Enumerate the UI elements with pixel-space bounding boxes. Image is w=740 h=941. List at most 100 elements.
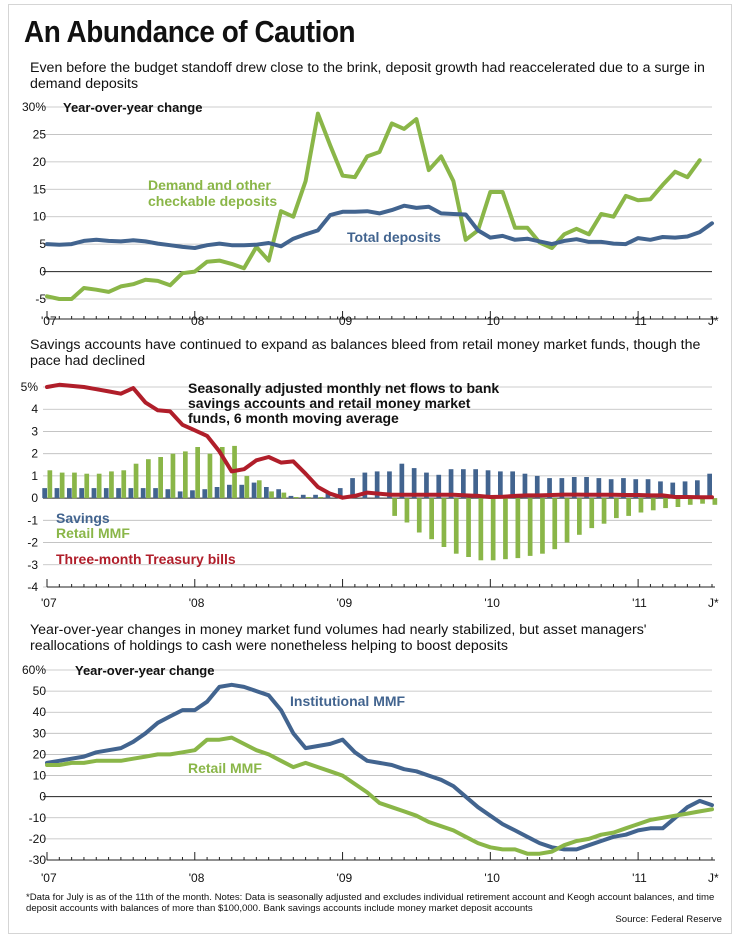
retail-mmf-bar: [490, 498, 496, 561]
footnote: *Data for July is as of the 11th of the …: [26, 892, 715, 914]
retail-mmf-bar: [453, 498, 459, 554]
chart-annotation: Seasonally adjusted monthly net flows to…: [188, 380, 499, 396]
chart-annotation: Year-over-year change: [63, 100, 202, 115]
retail-mmf-bar: [540, 498, 545, 554]
x-tick-label: '11: [632, 596, 647, 610]
x-tick-label: '11: [632, 314, 647, 328]
y-tick-label: -30: [29, 853, 47, 867]
savings-bar: [571, 477, 577, 499]
retail-mmf-bar: [404, 498, 410, 523]
retail-mmf-bar: [650, 498, 656, 511]
retail-mmf-bar: [466, 498, 471, 557]
chart3-subtitle: Year-over-year changes in money market f…: [30, 622, 647, 654]
retail-mmf-bar: [416, 498, 422, 533]
retail-mmf-bar: [712, 498, 718, 505]
treasury-bills-line: [45, 382, 714, 500]
savings-bar: [325, 492, 331, 499]
savings-bar: [300, 494, 306, 499]
savings-bar: [276, 489, 281, 499]
savings-bar: [411, 468, 417, 499]
y-tick-label: 5: [39, 237, 46, 251]
savings-bar: [645, 479, 651, 499]
retail-mmf-bar: [577, 498, 582, 535]
retail-mmf-bar: [195, 447, 200, 499]
savings-bar: [633, 479, 639, 499]
savings-bar: [190, 490, 195, 499]
savings-bar: [424, 472, 429, 499]
x-tick-label: '09: [337, 596, 353, 610]
y-tick-label: 4: [31, 402, 38, 416]
savings-bar: [461, 469, 466, 499]
savings-bar: [387, 471, 392, 499]
savings-bar: [399, 463, 405, 499]
x-tick-label: '08: [189, 314, 205, 328]
savings-bar: [79, 488, 84, 499]
savings-bar: [473, 469, 478, 499]
retail-mmf-bar: [96, 473, 102, 499]
demand-deposits-label: Demand and other: [148, 177, 271, 193]
y-tick-label: 50: [33, 684, 47, 698]
x-tick-label: '10: [484, 596, 500, 610]
savings-bar: [153, 488, 158, 499]
savings-bar: [695, 480, 700, 499]
x-tick-label: J*: [708, 871, 719, 885]
savings-bar: [621, 478, 626, 499]
savings-bar: [534, 475, 540, 499]
savings-bar: [214, 487, 220, 499]
chart-annotation: funds, 6 month moving average: [188, 410, 399, 426]
savings-bar: [350, 478, 355, 499]
retail-mmf-bar: [109, 471, 114, 499]
legend-savings: Savings: [56, 510, 110, 526]
retail-mmf-bar: [244, 475, 250, 499]
y-tick-label: 40: [33, 705, 47, 719]
savings-bar: [116, 488, 121, 499]
retail-mmf-bar: [133, 463, 139, 499]
savings-bar: [177, 491, 183, 499]
savings-bar: [337, 488, 343, 499]
total-deposits-line: [45, 203, 714, 250]
retail-mmf-bar: [478, 498, 484, 561]
retail-mmf-bar: [527, 498, 533, 556]
savings-bar: [313, 494, 318, 499]
y-tick-label: 1: [31, 469, 38, 483]
total-deposits-label: Total deposits: [347, 229, 441, 245]
demand-deposits-label: checkable deposits: [148, 193, 277, 209]
retail-mmf-bar: [306, 497, 311, 499]
main-title: An Abundance of Caution: [24, 14, 356, 49]
y-tick-label: -5: [35, 292, 46, 306]
x-tick-label: '10: [484, 314, 500, 328]
savings-bar: [658, 481, 663, 499]
savings-bar: [584, 477, 589, 499]
y-tick-label: -10: [29, 811, 47, 825]
chart2-subtitle: Savings accounts have continued to expan…: [30, 337, 701, 369]
retail-mmf-label: Retail MMF: [188, 760, 262, 776]
savings-bar: [547, 478, 552, 499]
retail-mmf-bar: [429, 498, 434, 540]
x-tick-label: '08: [189, 871, 205, 885]
savings-bar: [448, 469, 454, 499]
retail-mmf-bar: [121, 470, 127, 499]
retail-mmf-bar: [47, 470, 53, 499]
savings-bar: [128, 488, 134, 499]
x-tick-label: '10: [484, 871, 500, 885]
retail-mmf-bar: [281, 492, 287, 499]
savings-bar: [165, 489, 171, 499]
retail-mmf-bar: [318, 497, 324, 499]
institutional-mmf-label: Institutional MMF: [290, 693, 406, 709]
retail-mmf-bar: [207, 453, 213, 499]
retail-mmf-bar: [158, 457, 163, 499]
retail-mmf-bar: [552, 498, 558, 550]
savings-bar: [510, 471, 515, 499]
retail-mmf-bar: [663, 498, 668, 509]
y-tick-label: 2: [31, 447, 38, 461]
y-tick-label: 60%: [22, 663, 46, 677]
chart-annotation: savings accounts and retail money market: [188, 395, 471, 411]
retail-mmf-bar: [700, 498, 705, 504]
y-tick-label: 5%: [21, 380, 39, 394]
x-tick-label: '11: [632, 871, 647, 885]
savings-bar: [596, 478, 602, 499]
demand-deposits-line: [45, 111, 702, 301]
retail-mmf-bar: [503, 498, 508, 560]
retail-mmf-bar: [84, 473, 90, 499]
savings-bar: [251, 482, 257, 499]
